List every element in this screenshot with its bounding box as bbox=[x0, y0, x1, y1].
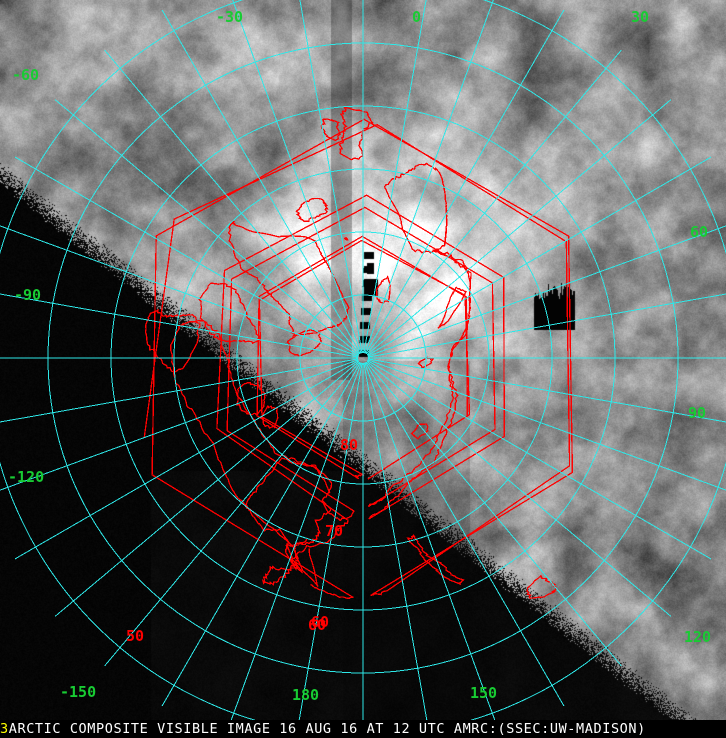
caption-text: ARCTIC COMPOSITE VISIBLE IMAGE 16 AUG 16… bbox=[8, 721, 646, 737]
coastline-path bbox=[144, 308, 201, 373]
graticule-line bbox=[365, 362, 565, 707]
graticule-line bbox=[365, 361, 622, 667]
latitude-label-60-2: 60 bbox=[311, 613, 330, 631]
caption-channel-number: 3 bbox=[0, 721, 9, 737]
graticule-line bbox=[363, 0, 427, 354]
coastline-path bbox=[410, 423, 429, 440]
longitude-label-neg120: -120 bbox=[8, 468, 45, 486]
longitude-label-neg60: -60 bbox=[12, 66, 40, 84]
longitude-label-120: 120 bbox=[684, 628, 712, 646]
graticule-line bbox=[367, 156, 712, 356]
coastline-path bbox=[261, 404, 279, 429]
longitude-label-0: 0 bbox=[412, 8, 422, 26]
coastline-path bbox=[338, 106, 374, 161]
graticule-line bbox=[363, 362, 428, 720]
coastline-path bbox=[295, 197, 329, 223]
coastline-path bbox=[293, 538, 319, 587]
graticule-line bbox=[161, 9, 361, 354]
graticule-line bbox=[0, 225, 359, 357]
graticule-line bbox=[232, 0, 362, 354]
longitude-label-180: 180 bbox=[292, 686, 320, 704]
coastline-path bbox=[143, 118, 574, 599]
coastline-path bbox=[526, 575, 557, 599]
graticule-line bbox=[367, 358, 726, 423]
graticule-line bbox=[365, 49, 622, 355]
graticule-line bbox=[365, 9, 565, 354]
graticule-line bbox=[104, 361, 361, 667]
graticule-line bbox=[0, 359, 359, 491]
graticule-line bbox=[367, 360, 712, 560]
graticule-line bbox=[367, 225, 726, 357]
coastline-path bbox=[406, 534, 465, 586]
coastline-path bbox=[198, 282, 261, 345]
coastline-path bbox=[169, 194, 505, 586]
graticule-line bbox=[366, 360, 672, 617]
graticule-line bbox=[367, 293, 726, 358]
graticule-line bbox=[54, 99, 360, 356]
graticule-and-coastline-overlay bbox=[0, 0, 726, 720]
longitude-label-30: 30 bbox=[631, 8, 650, 26]
coastline-path bbox=[343, 236, 350, 241]
graticule-line bbox=[299, 0, 363, 354]
latitude-label-50-3: 50 bbox=[126, 627, 145, 645]
graticule-line bbox=[14, 156, 359, 356]
coastline-layer bbox=[143, 106, 574, 599]
latitude-label-80-0: 80 bbox=[340, 436, 359, 454]
coastline-path bbox=[320, 118, 341, 142]
longitude-label-60: 60 bbox=[690, 223, 709, 241]
graticule-line bbox=[0, 358, 359, 423]
graticule-line bbox=[104, 49, 361, 355]
graticule-line bbox=[230, 362, 362, 720]
satellite-map-canvas: -30 0 30 60 90 120 150 180 -150 -120 -90 -60 80 70 60… bbox=[0, 0, 726, 720]
graticule-line bbox=[366, 99, 672, 356]
longitude-label-90: 90 bbox=[688, 404, 707, 422]
latitude-label-70-1: 70 bbox=[325, 522, 344, 540]
coastline-path bbox=[375, 275, 392, 304]
longitude-label-150: 150 bbox=[470, 684, 498, 702]
latitude-label-60-4: 60 bbox=[308, 616, 327, 634]
graticule-line bbox=[298, 362, 363, 720]
longitude-label-neg30: -30 bbox=[216, 8, 244, 26]
longitude-label-neg150: -150 bbox=[60, 683, 97, 701]
image-caption-bar: 3ARCTIC COMPOSITE VISIBLE IMAGE 16 AUG 1… bbox=[0, 720, 726, 738]
longitude-label-neg90: -90 bbox=[14, 286, 42, 304]
graticule-line bbox=[364, 362, 496, 720]
coastline-path bbox=[256, 235, 471, 480]
graticule-line bbox=[364, 0, 494, 354]
graticule-line bbox=[161, 362, 361, 707]
graticule-line bbox=[14, 360, 359, 560]
coastline-path bbox=[437, 286, 467, 329]
graticule-line bbox=[54, 360, 360, 617]
graticule-layer bbox=[0, 0, 726, 720]
coastline-path bbox=[245, 457, 332, 575]
graticule-line bbox=[0, 293, 359, 358]
graticule-line bbox=[367, 359, 726, 491]
